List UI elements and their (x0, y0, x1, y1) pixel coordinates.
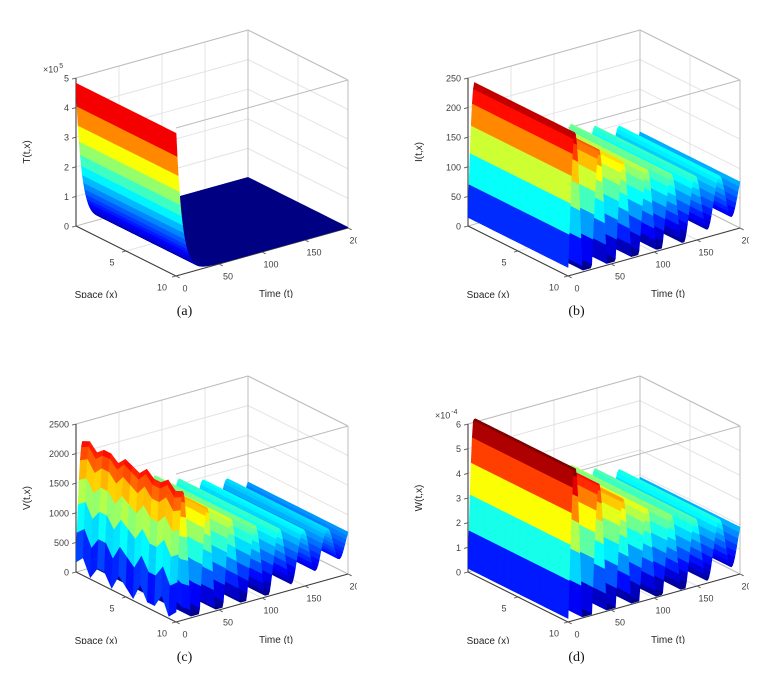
surface-plot-T (12, 18, 357, 298)
panel-c: (c) (12, 364, 357, 666)
panel-caption-d: (d) (568, 650, 585, 665)
surface-plot-V (12, 364, 357, 644)
panel-caption-c: (c) (176, 650, 193, 665)
panel-caption-b: (b) (568, 304, 585, 319)
panel-a: (a) (12, 18, 357, 320)
surface-plot-W (404, 364, 749, 644)
surface-plot-I (404, 18, 749, 298)
panel-b: (b) (404, 18, 749, 320)
panel-caption-a: (a) (176, 304, 193, 319)
panel-d: (d) (404, 364, 749, 666)
